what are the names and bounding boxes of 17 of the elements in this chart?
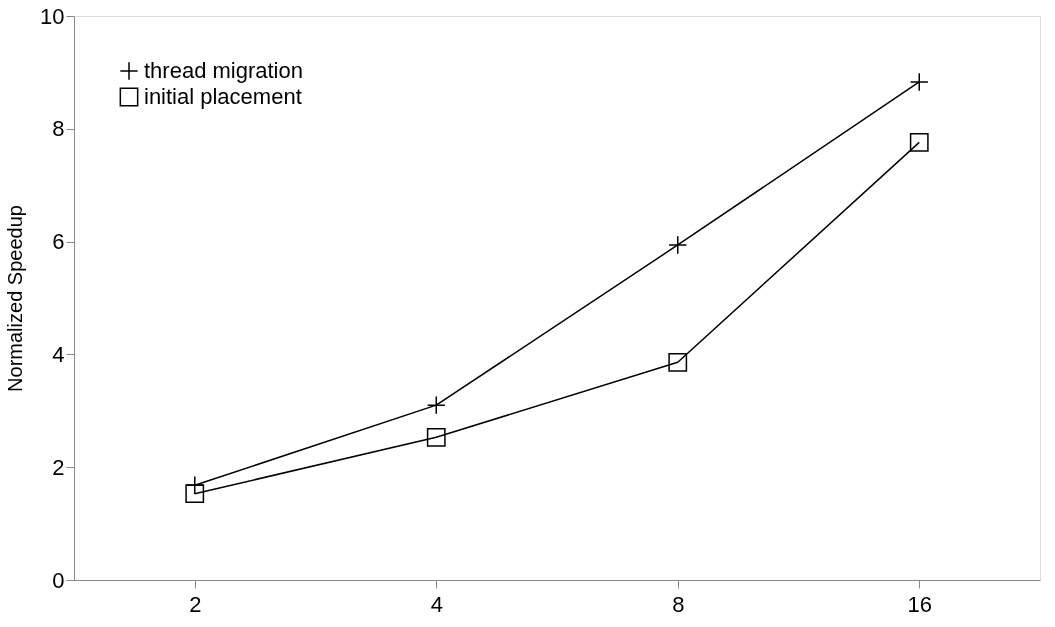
x-tick-label: 2 xyxy=(189,591,202,617)
point xyxy=(185,484,205,504)
y-tick-label: 2 xyxy=(52,454,65,480)
x-tick-label: 16 xyxy=(907,591,932,617)
legend-label: initial placement xyxy=(144,84,302,109)
y-tick-label: 8 xyxy=(52,116,65,142)
legend-label: thread migration xyxy=(144,58,303,83)
x-tick-label: 4 xyxy=(430,591,443,617)
y-tick-label: 6 xyxy=(52,229,65,255)
y-axis-title: Normalized Speedup xyxy=(4,205,27,392)
x-tick-label: 8 xyxy=(672,591,685,617)
point xyxy=(426,427,446,447)
point xyxy=(668,352,688,372)
point xyxy=(909,132,929,152)
y-tick-label: 4 xyxy=(52,341,65,367)
y-tick-label: 0 xyxy=(52,567,65,593)
y-tick-label: 10 xyxy=(40,3,65,29)
